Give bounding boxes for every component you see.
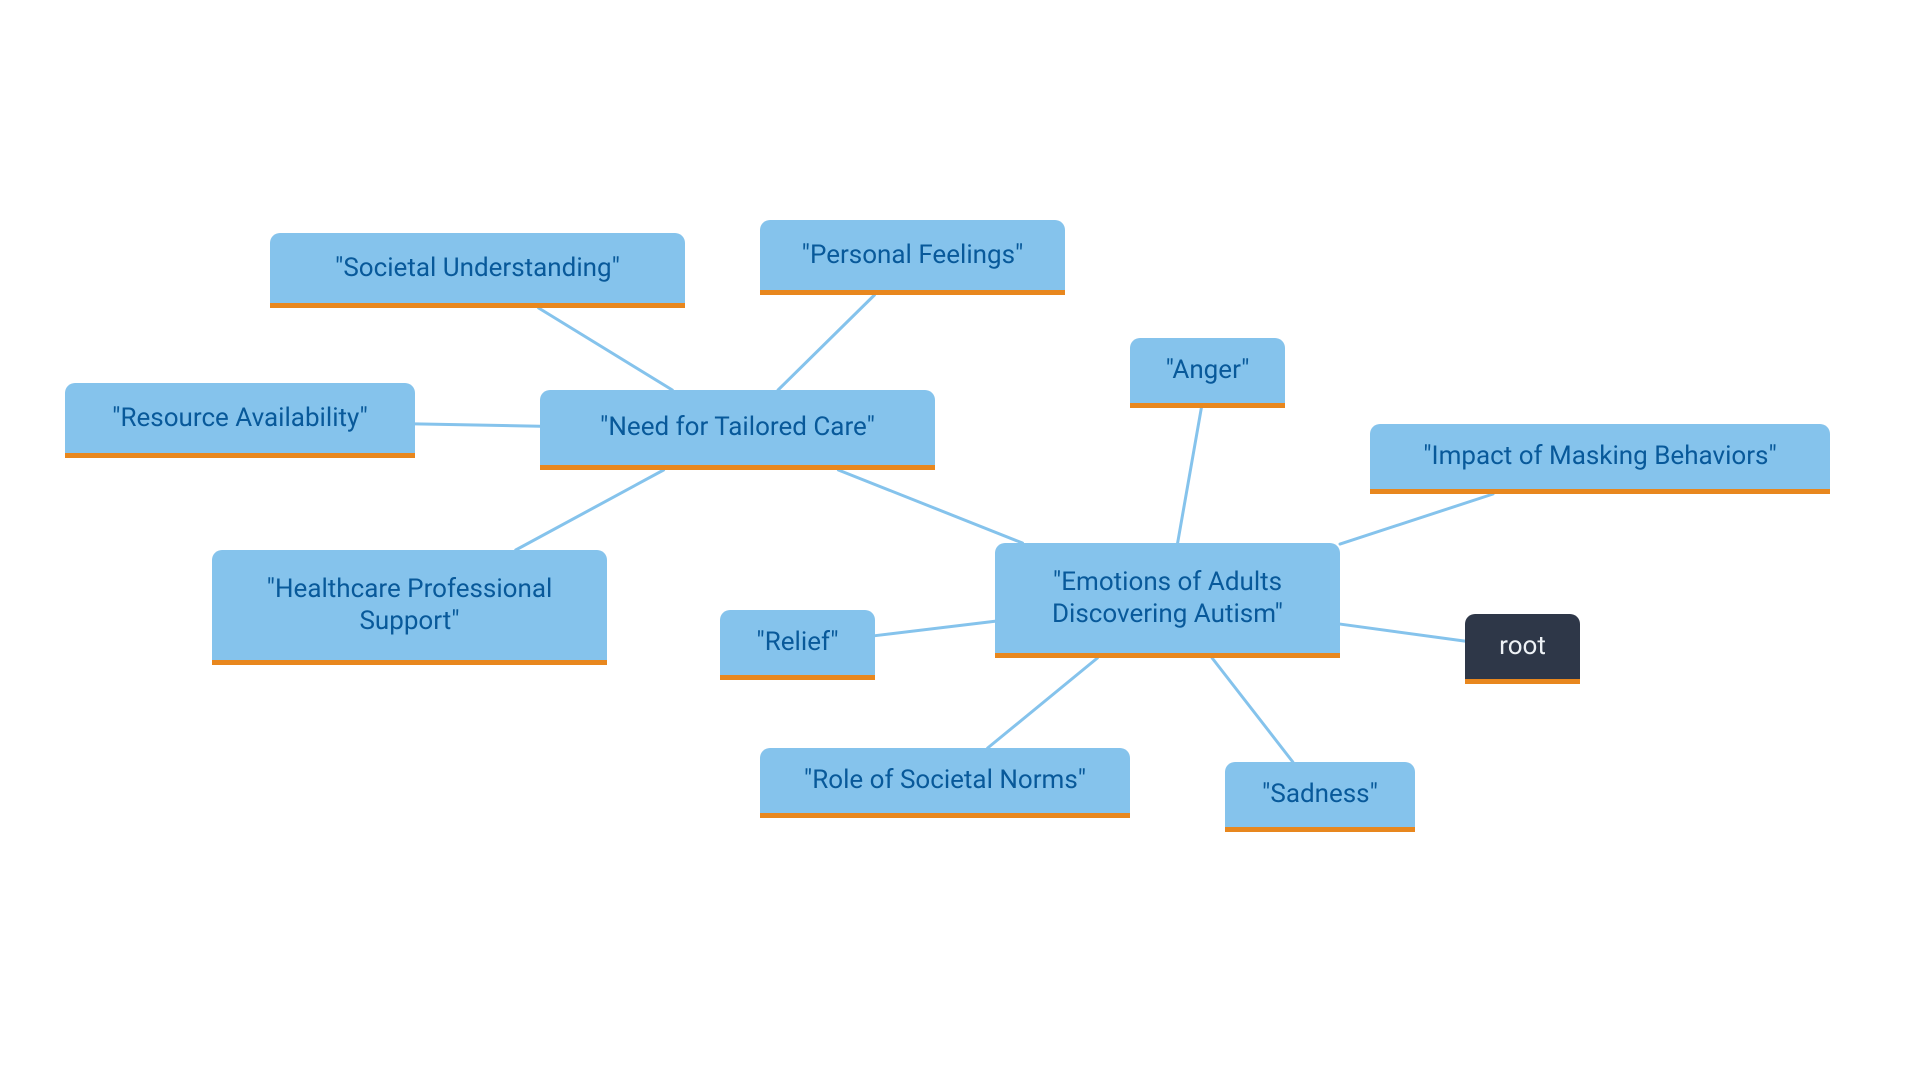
node-label: "Societal Understanding" [335, 252, 620, 285]
node-label: "Anger" [1166, 354, 1250, 387]
edge [415, 424, 540, 426]
node-sadness[interactable]: "Sadness" [1225, 762, 1415, 832]
edge [1212, 658, 1293, 762]
node-relief[interactable]: "Relief" [720, 610, 875, 680]
edge [838, 470, 1022, 543]
node-emotions[interactable]: "Emotions of Adults Discovering Autism" [995, 543, 1340, 658]
node-societalU[interactable]: "Societal Understanding" [270, 233, 685, 308]
node-label: "Relief" [756, 626, 838, 659]
node-label: "Role of Societal Norms" [804, 764, 1086, 797]
edge-layer [0, 0, 1920, 1080]
node-need[interactable]: "Need for Tailored Care" [540, 390, 935, 470]
node-resource[interactable]: "Resource Availability" [65, 383, 415, 458]
edge [1178, 408, 1202, 543]
edge [778, 295, 874, 390]
node-personal[interactable]: "Personal Feelings" [760, 220, 1065, 295]
edge [1340, 494, 1493, 544]
node-label: "Healthcare Professional Support" [234, 573, 585, 638]
node-societal[interactable]: "Role of Societal Norms" [760, 748, 1130, 818]
node-label: root [1499, 630, 1546, 663]
edge [539, 308, 673, 390]
edge [516, 470, 664, 550]
node-healthcare[interactable]: "Healthcare Professional Support" [212, 550, 607, 665]
edge [1340, 624, 1465, 641]
node-anger[interactable]: "Anger" [1130, 338, 1285, 408]
node-label: "Sadness" [1262, 778, 1378, 811]
edge [875, 621, 995, 635]
node-label: "Need for Tailored Care" [600, 411, 875, 444]
node-label: "Emotions of Adults Discovering Autism" [1017, 566, 1318, 631]
mindmap-canvas: root "Emotions of Adults Discovering Auti… [0, 0, 1920, 1080]
node-label: "Resource Availability" [112, 402, 368, 435]
edge [988, 658, 1098, 748]
node-root[interactable]: root [1465, 614, 1580, 684]
node-masking[interactable]: "Impact of Masking Behaviors" [1370, 424, 1830, 494]
node-label: "Personal Feelings" [802, 239, 1024, 272]
node-label: "Impact of Masking Behaviors" [1423, 440, 1777, 473]
